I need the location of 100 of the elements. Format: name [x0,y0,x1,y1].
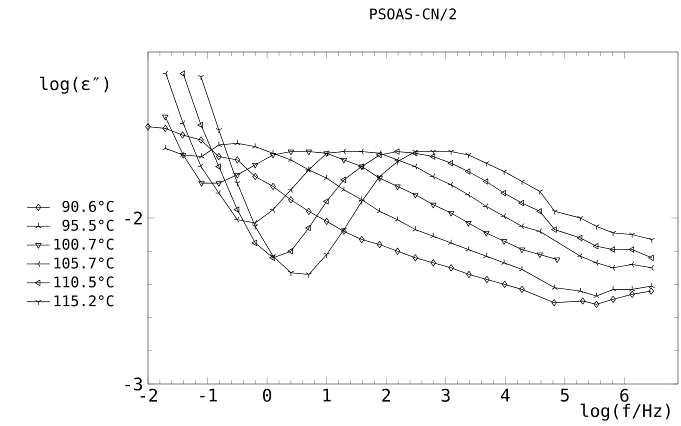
x-tick-label: 5 [560,388,569,402]
x-tick-label: -2 [140,388,157,402]
point [448,264,454,272]
point [536,208,542,214]
point [324,218,330,225]
point [536,252,543,258]
x-tick-label: 2 [382,388,390,402]
point [162,114,168,120]
point [306,150,312,156]
point [500,190,506,196]
point [519,286,525,293]
point [483,161,490,167]
point [448,160,454,166]
point [358,196,365,202]
point [252,240,258,246]
point [306,272,312,278]
point [518,200,524,206]
legend-label: 100.7°C [54,238,114,250]
point [145,123,151,130]
point [340,176,346,183]
point [536,190,543,195]
x-tick-label: 1 [324,388,331,402]
x-tick-label: -1 [200,388,217,402]
legend-label: 90.6°C [62,200,114,212]
point [648,254,654,261]
point [358,199,365,205]
point [359,236,365,244]
point [466,270,472,278]
point [197,122,203,128]
point [162,124,168,132]
point [198,181,205,187]
point [430,202,436,208]
legend-label: 115.2°C [54,295,114,306]
point [412,254,418,262]
point [465,152,472,158]
point [270,182,276,190]
point [394,148,400,155]
point [216,153,222,160]
point [430,153,436,160]
point [252,143,258,149]
point [394,248,400,255]
point [610,296,616,303]
x-tick-label: 6 [620,388,628,402]
point [576,234,582,242]
point [430,150,436,156]
point [412,192,418,198]
point [198,136,204,144]
point [552,284,558,290]
point [551,299,557,306]
point [483,231,490,236]
point [580,297,586,305]
legend-label: 110.5°C [54,276,114,288]
point [180,131,186,139]
point [288,196,294,204]
y-axis-title: log(ε″) [40,76,108,94]
point [234,172,240,178]
point [464,168,470,175]
point [376,208,383,214]
point [430,259,436,266]
point [464,192,470,198]
point [234,156,240,164]
point [180,70,186,77]
point [324,252,330,258]
point [501,239,508,245]
point [252,224,258,230]
point [340,158,348,164]
point [376,241,382,248]
x-tick-label: 4 [500,388,510,402]
legend-label: 105.7°C [54,258,114,269]
point [376,152,382,158]
point [448,211,454,217]
point [592,243,598,250]
point [430,232,436,238]
point [554,258,560,264]
point [216,181,222,187]
chart-title: PSOAS-CN/2 [370,8,456,21]
point [270,152,276,158]
point [482,178,488,185]
point [484,276,490,283]
point [252,172,258,180]
point [234,206,240,213]
y-tick-label: -3 [125,377,142,391]
x-axis-title: log(f/Hz) [580,404,670,421]
point [287,248,293,254]
point [577,288,584,293]
x-tick-label: 3 [442,388,450,402]
point [252,162,258,168]
point [628,246,634,253]
point [610,246,616,253]
point [305,224,311,232]
point [323,198,329,205]
point [594,300,600,308]
point [483,252,490,258]
point [502,280,508,288]
x-tick-label: 0 [263,388,272,402]
point [215,163,221,170]
point [518,248,526,254]
legend-label: 95.5°C [62,220,114,231]
point [198,153,205,159]
point [465,221,472,227]
